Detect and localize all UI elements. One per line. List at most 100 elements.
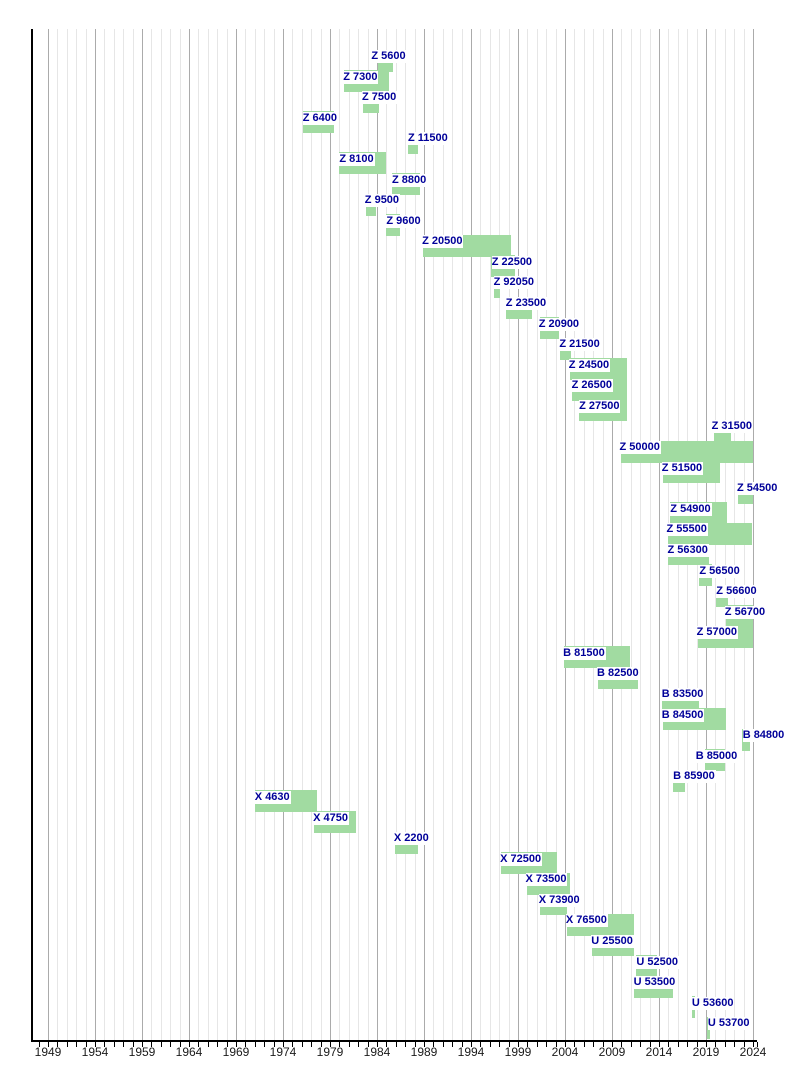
gridline-year-1967 [217,29,219,1040]
gridline-year-1985 [386,29,388,1040]
axis-tick-1999 [518,1042,519,1047]
gridline-year-1991 [442,29,444,1040]
axis-label-1969: 1969 [222,1045,250,1059]
axis-tick-2019 [706,1042,707,1047]
gridline-year-1993 [461,29,463,1040]
axis-label-1974: 1974 [269,1045,297,1059]
axis-tick-1982 [358,1042,360,1047]
axis-tick-2003 [555,1042,557,1047]
axis-tick-1962 [170,1042,172,1047]
gridline-year-1966 [207,29,209,1040]
gridline-year-2011 [630,29,632,1040]
gridline-year-1990 [433,29,435,1040]
axis-tick-1957 [123,1042,125,1047]
gridline-year-1973 [273,29,275,1040]
gridline-year-1958 [132,29,134,1040]
series-label-x-4630: X 4630 [254,790,291,804]
axis-tick-2016 [677,1042,679,1047]
gridline-year-1995 [480,29,482,1040]
gridline-year-1996 [489,29,491,1040]
axis-label-1959: 1959 [128,1045,156,1059]
gridline-year-1980 [339,29,341,1040]
axis-tick-1951 [66,1042,68,1047]
series-label-z-9600: Z 9600 [386,214,422,228]
gridline-year-1965 [198,29,200,1040]
gridline-year-1977 [311,29,313,1040]
gridline-year-1974 [283,29,284,1040]
gridline-year-1988 [414,29,416,1040]
gridline-year-1972 [264,29,266,1040]
gridline-year-2001 [536,29,538,1040]
axis-label-2004: 2004 [551,1045,579,1059]
series-label-z-20500: Z 20500 [422,235,464,249]
gridline-year-2014 [659,29,660,1040]
axis-tick-2018 [696,1042,698,1047]
gridline-year-2003 [555,29,557,1040]
gridline-year-1989 [424,29,425,1040]
axis-tick-1992 [452,1042,454,1047]
series-label-b-85000: B 85000 [695,749,739,763]
series-label-u-53600: U 53600 [691,996,735,1010]
axis-tick-2023 [743,1042,745,1047]
axis-tick-1989 [424,1042,425,1047]
gridline-year-1960 [151,29,153,1040]
gridline-year-1963 [179,29,181,1040]
series-label-z-92050: Z 92050 [493,276,535,290]
axis-tick-1968 [226,1042,228,1047]
series-label-b-82500: B 82500 [597,667,640,681]
axis-tick-1995 [480,1042,482,1047]
axis-label-1964: 1964 [175,1045,203,1059]
gridline-year-2004 [565,29,566,1040]
series-label-z-27500: Z 27500 [579,399,621,413]
series-label-z-9500: Z 9500 [364,194,401,208]
gridline-year-1984 [377,29,378,1040]
gridline-year-1964 [189,29,190,1040]
gridline-year-1950 [57,29,59,1040]
gridline-year-1955 [104,29,106,1040]
series-label-z-55500: Z 55500 [666,523,708,537]
gridline-year-1951 [66,29,68,1040]
series-label-x-73900: X 73900 [538,893,581,907]
axis-label-1994: 1994 [457,1045,485,1059]
series-label-z-21500: Z 21500 [559,338,601,352]
axis-tick-1964 [189,1042,190,1047]
gridline-year-1998 [508,29,510,1040]
axis-label-2014: 2014 [645,1045,673,1059]
axis-tick-2022 [734,1042,736,1047]
x-axis-line [31,1040,757,1042]
axis-tick-1975 [292,1042,294,1047]
gridline-year-2013 [649,29,651,1040]
axis-tick-1988 [414,1042,416,1047]
series-label-z-11500: Z 11500 [408,132,449,146]
series-label-u-25500: U 25500 [591,934,634,948]
series-label-z-26500: Z 26500 [571,379,613,393]
gridline-year-1986 [395,29,397,1040]
series-label-z-7300: Z 7300 [343,70,379,84]
series-label-z-56700: Z 56700 [724,605,767,619]
axis-tick-2012 [640,1042,642,1047]
series-label-b-84500: B 84500 [661,708,705,722]
series-label-z-56600: Z 56600 [716,585,758,599]
series-label-b-81500: B 81500 [563,646,606,660]
axis-label-1954: 1954 [81,1045,109,1059]
gridline-year-1983 [367,29,369,1040]
gridline-year-1999 [518,29,519,1040]
series-label-u-53500: U 53500 [633,976,677,990]
axis-tick-1958 [132,1042,134,1047]
axis-tick-2005 [574,1042,576,1047]
axis-label-1989: 1989 [410,1045,438,1059]
axis-label-1979: 1979 [316,1045,344,1059]
series-label-z-51500: Z 51500 [661,461,704,475]
axis-tick-1974 [283,1042,284,1047]
series-label-x-4750: X 4750 [313,811,349,825]
axis-tick-2024 [753,1042,754,1047]
axis-label-1949: 1949 [34,1045,62,1059]
series-label-z-8800: Z 8800 [392,173,428,187]
axis-tick-1990 [433,1042,435,1047]
axis-tick-2020 [715,1042,717,1047]
axis-tick-2009 [612,1042,613,1047]
gridline-year-1975 [292,29,294,1040]
gridline-year-1994 [471,29,472,1040]
series-label-z-57000: Z 57000 [696,626,738,640]
axis-tick-1977 [311,1042,313,1047]
